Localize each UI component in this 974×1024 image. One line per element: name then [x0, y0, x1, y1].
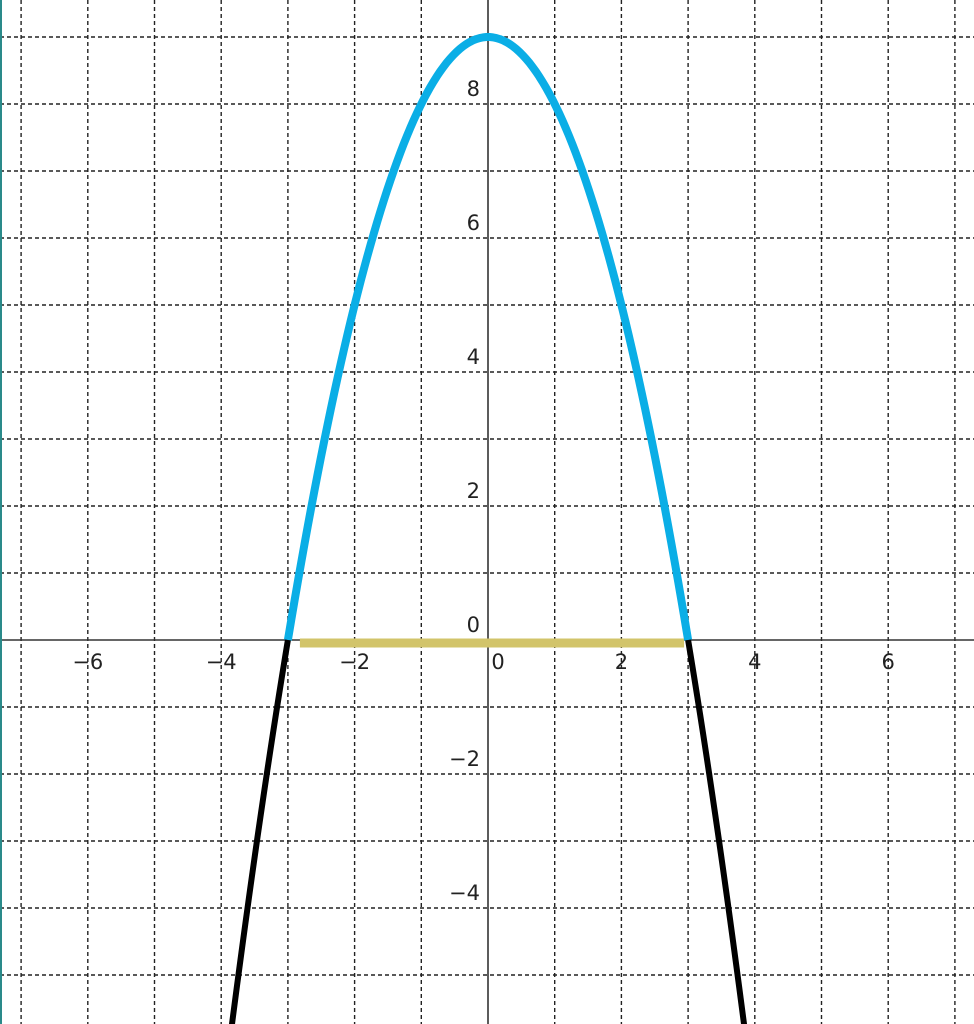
curve-layer [228, 33, 748, 1024]
parabola-curve-right-below-axis [685, 639, 748, 1024]
parabola-curve-above-axis [283, 33, 693, 641]
x-tick-label: 0 [491, 650, 504, 674]
parabola-curve-left-below-axis [228, 639, 291, 1024]
y-tick-label: 4 [467, 345, 480, 369]
y-tick-label: 0 [467, 613, 480, 637]
y-tick-label: 2 [467, 479, 480, 503]
x-tick-label: −4 [206, 650, 237, 674]
x-tick-label: −2 [339, 650, 370, 674]
y-tick-label: −2 [449, 747, 480, 771]
x-tick-label: 2 [615, 650, 628, 674]
y-tick-labels: −4 −2 0 2 4 6 8 [449, 77, 480, 905]
x-tick-labels: −6 −4 −2 0 2 4 6 [72, 650, 895, 674]
x-tick-label: 4 [748, 650, 761, 674]
y-tick-label: 8 [467, 77, 480, 101]
x-tick-label: −6 [72, 650, 103, 674]
y-tick-label: −4 [449, 881, 480, 905]
y-tick-label: 6 [467, 211, 480, 235]
x-tick-label: 6 [882, 650, 895, 674]
